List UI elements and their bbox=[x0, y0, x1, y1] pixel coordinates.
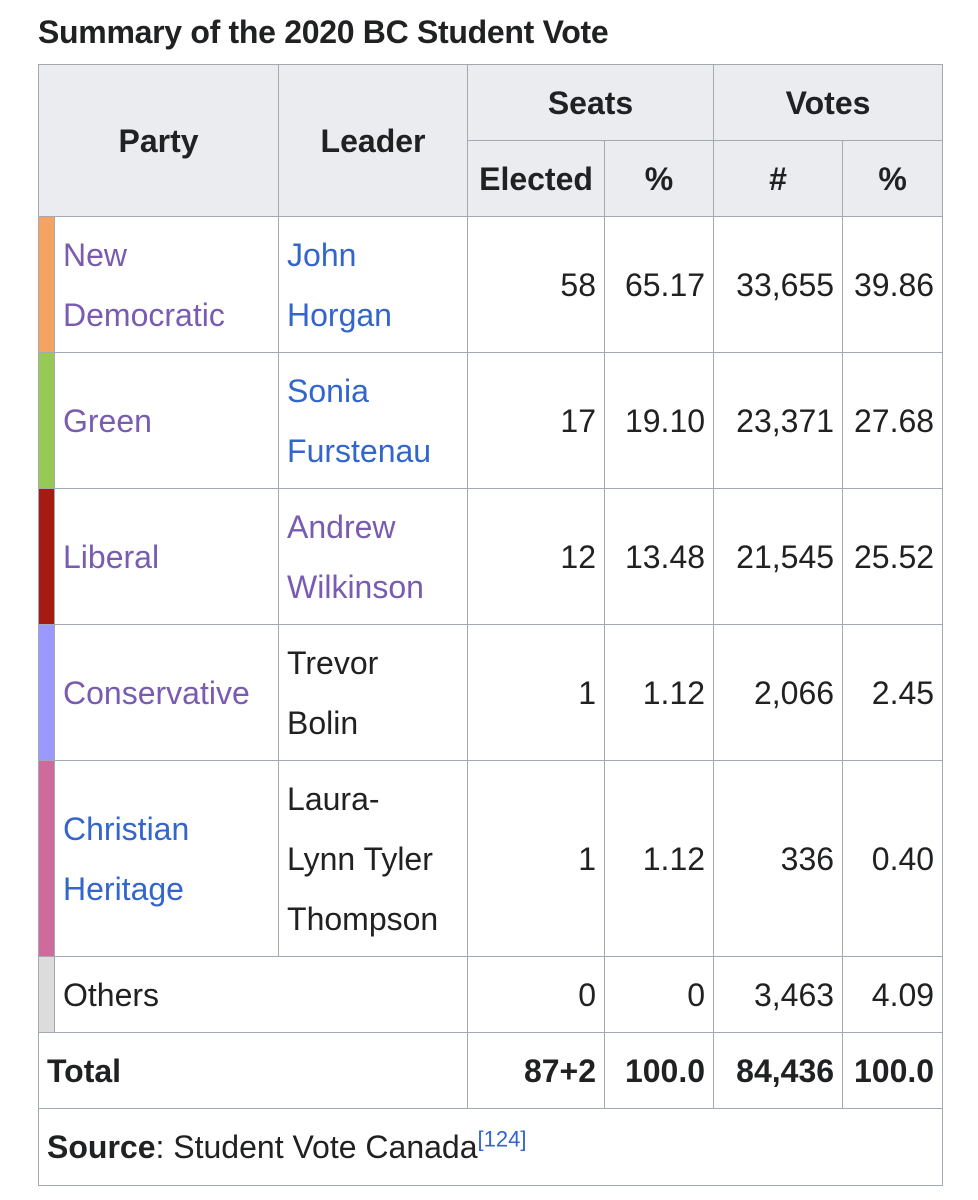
leader-name: Trevor Bolin bbox=[287, 644, 379, 741]
seats-elected-cell: 1 bbox=[467, 624, 606, 761]
seats-pct-cell: 1.12 bbox=[604, 624, 715, 761]
votes-pct-cell: 4.09 bbox=[842, 956, 944, 1033]
table-row: Conservative Trevor Bolin 1 1.12 2,066 2.… bbox=[38, 624, 944, 761]
votes-count-cell: 336 bbox=[713, 760, 844, 957]
party-color-swatch bbox=[38, 760, 55, 957]
leader-cell: Andrew Wilkinson bbox=[278, 488, 469, 625]
leader-cell: Trevor Bolin bbox=[278, 624, 469, 761]
table-row: Liberal Andrew Wilkinson 12 13.48 21,545 … bbox=[38, 488, 944, 625]
table-row: Christian Heritage Laura- Lynn Tyler Thomps… bbox=[38, 760, 944, 957]
leader-header: Leader bbox=[278, 64, 469, 217]
seats-elected-cell: 0 bbox=[467, 956, 606, 1033]
party-link-green[interactable]: Green bbox=[63, 402, 152, 439]
votes-pct-cell: 0.40 bbox=[842, 760, 944, 957]
elected-header: Elected bbox=[467, 140, 606, 217]
votes-count-header: # bbox=[713, 140, 844, 217]
party-color-swatch bbox=[38, 488, 55, 625]
leader-link-sonia-furstenau[interactable]: Sonia Furstenau bbox=[287, 372, 432, 469]
party-color-swatch bbox=[38, 624, 55, 761]
party-cell: Liberal bbox=[53, 488, 280, 625]
leader-name: Laura- Lynn Tyler Thompson bbox=[287, 780, 439, 937]
reference-link[interactable]: [124] bbox=[477, 1126, 527, 1152]
votes-pct-cell: 2.45 bbox=[842, 624, 944, 761]
party-cell: Conservative bbox=[53, 624, 280, 761]
party-cell: Others bbox=[53, 956, 469, 1033]
seats-pct-cell: 65.17 bbox=[604, 216, 715, 353]
party-cell: New Democratic bbox=[53, 216, 280, 353]
source-cell: Source: Student Vote Canada[124] bbox=[37, 1108, 944, 1186]
party-color-swatch bbox=[38, 956, 55, 1033]
party-link-christian-heritage[interactable]: Christian Heritage bbox=[63, 810, 190, 907]
seats-pct-header: % bbox=[604, 140, 715, 217]
seats-elected-cell: 58 bbox=[467, 216, 606, 353]
table-row: New Democratic John Horgan 58 65.17 33,655… bbox=[38, 216, 944, 353]
seats-header: Seats bbox=[467, 64, 715, 141]
votes-pct-cell: 25.52 bbox=[842, 488, 944, 625]
table-caption: Summary of the 2020 BC Student Vote bbox=[38, 14, 609, 50]
total-votes-pct: 100.0 bbox=[842, 1032, 944, 1109]
seats-elected-cell: 1 bbox=[467, 760, 606, 957]
leader-cell: John Horgan bbox=[278, 216, 469, 353]
source-separator: : bbox=[155, 1129, 174, 1165]
votes-count-cell: 2,066 bbox=[713, 624, 844, 761]
total-seats-pct: 100.0 bbox=[604, 1032, 715, 1109]
leader-cell: Sonia Furstenau bbox=[278, 352, 469, 489]
seats-elected-cell: 17 bbox=[467, 352, 606, 489]
total-label: Total bbox=[37, 1032, 469, 1109]
party-color-swatch bbox=[38, 216, 55, 353]
seats-pct-cell: 1.12 bbox=[604, 760, 715, 957]
leader-cell: Laura- Lynn Tyler Thompson bbox=[278, 760, 469, 957]
leader-link-andrew-wilkinson[interactable]: Andrew Wilkinson bbox=[287, 508, 424, 605]
party-cell: Christian Heritage bbox=[53, 760, 280, 957]
results-table: Party Leader Seats Votes Elected % # % N… bbox=[37, 64, 944, 1186]
seats-pct-cell: 19.10 bbox=[604, 352, 715, 489]
votes-count-cell: 23,371 bbox=[713, 352, 844, 489]
total-row: Total 87+2 100.0 84,436 100.0 bbox=[37, 1032, 944, 1109]
votes-count-cell: 3,463 bbox=[713, 956, 844, 1033]
leader-link-john-horgan[interactable]: John Horgan bbox=[287, 236, 392, 333]
votes-pct-header: % bbox=[842, 140, 944, 217]
votes-count-cell: 21,545 bbox=[713, 488, 844, 625]
seats-elected-cell: 12 bbox=[467, 488, 606, 625]
votes-pct-cell: 27.68 bbox=[842, 352, 944, 489]
total-votes-count: 84,436 bbox=[713, 1032, 844, 1109]
party-link-new-democratic[interactable]: New Democratic bbox=[63, 236, 225, 333]
seats-pct-cell: 0 bbox=[604, 956, 715, 1033]
table-row: Others 0 0 3,463 4.09 bbox=[38, 956, 944, 1033]
table-row: Green Sonia Furstenau 17 19.10 23,371 27.… bbox=[38, 352, 944, 489]
votes-pct-cell: 39.86 bbox=[842, 216, 944, 353]
party-cell: Green bbox=[53, 352, 280, 489]
party-link-liberal[interactable]: Liberal bbox=[63, 538, 160, 575]
source-row: Source: Student Vote Canada[124] bbox=[37, 1108, 944, 1186]
votes-count-cell: 33,655 bbox=[713, 216, 844, 353]
party-link-conservative[interactable]: Conservative bbox=[63, 674, 250, 711]
source-label: Source bbox=[47, 1129, 156, 1165]
votes-header: Votes bbox=[713, 64, 944, 141]
party-color-swatch bbox=[38, 352, 55, 489]
party-header: Party bbox=[37, 64, 280, 217]
source-text: Student Vote Canada bbox=[173, 1129, 478, 1165]
seats-pct-cell: 13.48 bbox=[604, 488, 715, 625]
total-seats-elected: 87+2 bbox=[467, 1032, 606, 1109]
